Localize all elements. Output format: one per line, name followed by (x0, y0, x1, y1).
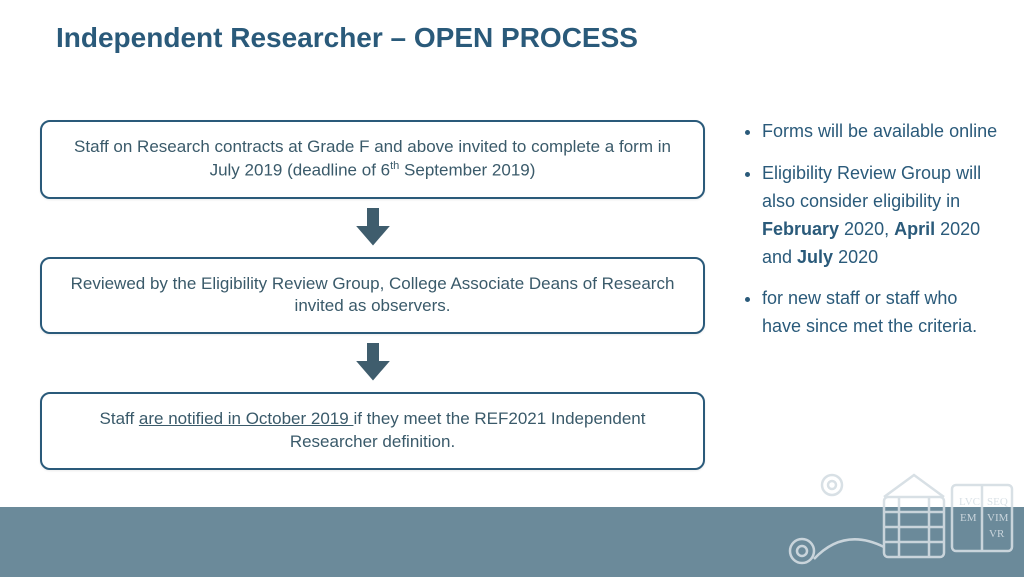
arrow-2 (40, 340, 705, 384)
down-arrow-icon (350, 205, 396, 249)
svg-text:EM: EM (960, 512, 977, 524)
slide: Independent Researcher – OPEN PROCESS St… (0, 0, 1024, 577)
page-title: Independent Researcher – OPEN PROCESS (56, 22, 638, 54)
side-notes: Forms will be available online Eligibili… (740, 118, 1000, 355)
svg-text:VIM: VIM (987, 512, 1009, 524)
svg-text:VR: VR (989, 528, 1005, 540)
flow-step-1: Staff on Research contracts at Grade F a… (40, 120, 705, 199)
bullet-item: Forms will be available online (762, 118, 1000, 146)
footer-crest-icon: LVC EM SEQ VIM VR (784, 457, 1024, 577)
bullet-item: Eligibility Review Group will also consi… (762, 160, 1000, 272)
down-arrow-icon (350, 340, 396, 384)
bullet-item: for new staff or staff who have since me… (762, 285, 1000, 341)
arrow-1 (40, 205, 705, 249)
flow-step-2: Reviewed by the Eligibility Review Group… (40, 257, 705, 335)
flow-step-3: Staff are notified in October 2019 if th… (40, 392, 705, 470)
svg-text:LVC: LVC (959, 496, 980, 508)
svg-text:SEQ: SEQ (987, 496, 1008, 508)
flow-column: Staff on Research contracts at Grade F a… (40, 120, 705, 470)
